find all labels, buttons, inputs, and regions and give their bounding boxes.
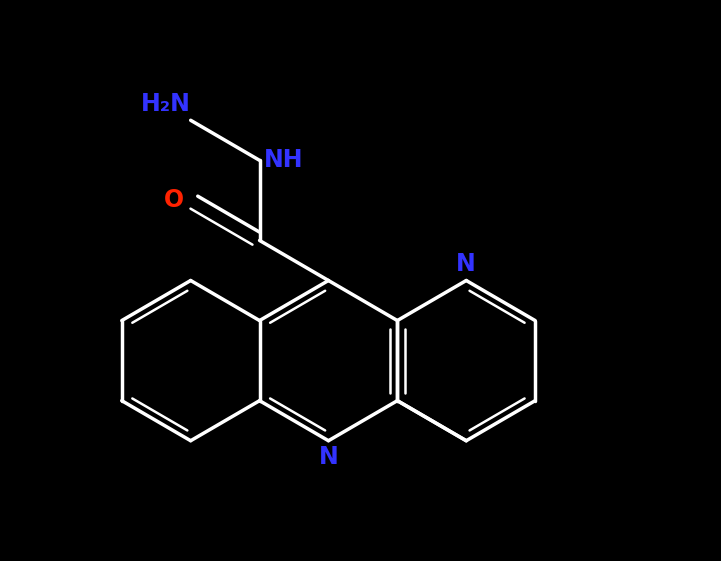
Text: H₂N: H₂N (141, 92, 190, 116)
Text: O: O (164, 188, 185, 213)
Text: N: N (319, 445, 338, 469)
Text: N: N (456, 252, 476, 277)
Text: NH: NH (264, 148, 303, 172)
